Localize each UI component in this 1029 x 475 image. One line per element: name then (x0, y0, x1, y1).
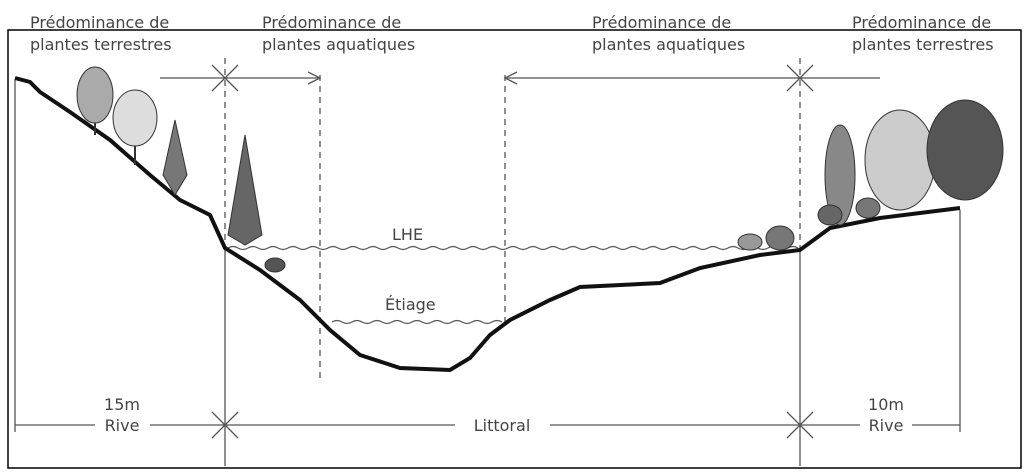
zone-name: Littoral (474, 416, 531, 435)
zone-label: Prédominance de (30, 13, 169, 32)
zone-label: Prédominance de (592, 13, 731, 32)
zone-label: plantes aquatiques (262, 35, 415, 54)
zone-name: Rive (105, 416, 140, 435)
zone-name: Rive (869, 416, 904, 435)
diagram: Prédominance de plantes terrestres Prédo… (0, 0, 1029, 475)
width-label: 10m (868, 395, 904, 414)
zone-label: Prédominance de (262, 13, 401, 32)
level-label: Étiage (385, 295, 436, 314)
zone-label: plantes terrestres (852, 35, 994, 54)
zone-label: plantes terrestres (30, 35, 172, 54)
level-label: LHE (392, 225, 423, 244)
zone-label: Prédominance de (852, 13, 991, 32)
zone-label: plantes aquatiques (592, 35, 745, 54)
width-label: 15m (104, 395, 140, 414)
